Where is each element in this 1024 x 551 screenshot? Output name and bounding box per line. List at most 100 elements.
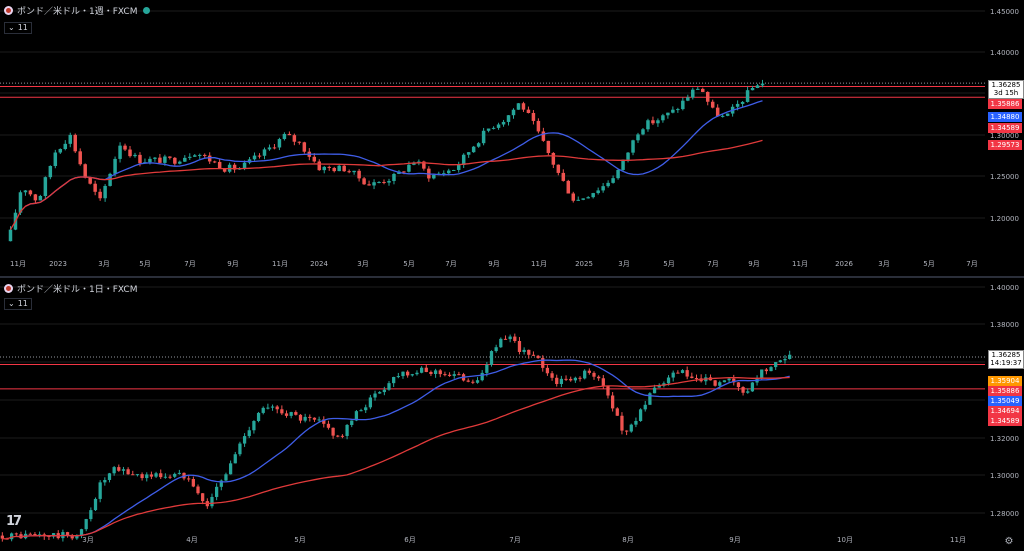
- candle-body: [452, 374, 456, 376]
- candle-body: [222, 168, 227, 172]
- candle-body: [298, 414, 303, 421]
- candle-body: [193, 155, 197, 157]
- x-axis-tick: 3月: [357, 260, 368, 268]
- candle-body: [83, 164, 87, 178]
- candle-body: [78, 151, 82, 165]
- candle-body: [168, 156, 172, 158]
- candle-body: [461, 154, 466, 165]
- candle-body: [778, 360, 782, 363]
- candle-body: [145, 474, 149, 479]
- candle-body: [516, 103, 521, 110]
- candle-body: [107, 473, 112, 480]
- daily-chart-canvas[interactable]: 1.400001.380001.360001.340001.320001.300…: [0, 278, 1024, 551]
- gear-icon[interactable]: ⚙: [1004, 536, 1014, 547]
- candle-body: [282, 133, 287, 140]
- tradingview-logo[interactable]: 17: [6, 514, 22, 529]
- candle-body: [43, 177, 48, 196]
- candle-body: [740, 101, 745, 104]
- x-axis-tick: 2026: [835, 260, 853, 268]
- pane-divider[interactable]: [0, 276, 1024, 278]
- candle-body: [382, 389, 386, 393]
- candle-body: [438, 370, 442, 375]
- candle-body: [401, 371, 405, 377]
- last-price-tag: 1.36285 3d 15h: [988, 80, 1024, 99]
- candle-body: [643, 404, 647, 410]
- indicator-toggle[interactable]: ⌄ 11: [4, 298, 32, 310]
- x-axis-tick: 11月: [531, 260, 547, 268]
- candle-body: [501, 121, 506, 125]
- candle-body: [486, 128, 491, 131]
- candle-body: [212, 161, 217, 163]
- candle-body: [287, 133, 292, 136]
- candle-body: [457, 374, 461, 376]
- x-axis-tick: 11月: [950, 536, 966, 544]
- candle-body: [406, 371, 410, 376]
- candle-body: [433, 370, 438, 375]
- y-axis-tick: 1.30000: [990, 472, 1019, 480]
- candle-body: [696, 88, 700, 90]
- candle-body: [496, 124, 501, 128]
- candle-body: [651, 120, 655, 124]
- candle-body: [503, 338, 508, 340]
- price-level-tag: 1.34589: [988, 123, 1022, 133]
- candle-body: [769, 367, 773, 372]
- candle-body: [58, 149, 63, 153]
- symbol-flag-icon: [4, 284, 13, 293]
- y-axis-tick: 1.38000: [990, 321, 1019, 329]
- x-axis-tick: 2023: [49, 260, 67, 268]
- indicator-toggle[interactable]: ⌄ 11: [4, 22, 32, 34]
- candle-body: [357, 170, 361, 179]
- candle-body: [303, 416, 307, 421]
- price-level-tag: 1.35904: [988, 376, 1022, 386]
- candle-body: [471, 381, 475, 383]
- daily-chart-pane[interactable]: 1.400001.380001.360001.340001.320001.300…: [0, 278, 1024, 551]
- candle-body: [491, 127, 496, 129]
- candle-body: [494, 347, 498, 352]
- candle-body: [103, 185, 107, 199]
- candle-body: [631, 140, 635, 153]
- candle-body: [531, 354, 536, 356]
- candle-body: [98, 191, 102, 199]
- candle-body: [671, 372, 675, 378]
- candle-body: [511, 109, 516, 116]
- candle-body: [33, 533, 37, 536]
- candle-body: [149, 474, 154, 477]
- candle-body: [382, 181, 386, 183]
- candle-body: [308, 416, 312, 418]
- candle-body: [196, 486, 200, 494]
- candle-body: [202, 154, 207, 156]
- candle-body: [499, 338, 503, 348]
- candle-body: [573, 377, 577, 381]
- y-axis-tick: 1.40000: [990, 49, 1019, 57]
- candle-body: [629, 424, 633, 432]
- candle-body: [526, 109, 531, 113]
- candle-body: [466, 380, 470, 382]
- candle-body: [432, 174, 436, 179]
- candle-body: [722, 380, 727, 383]
- candle-body: [783, 358, 787, 361]
- candle-body: [387, 383, 391, 390]
- candle-body: [475, 380, 480, 383]
- candle-body: [275, 406, 279, 410]
- candle-body: [84, 519, 88, 530]
- candle-body: [37, 534, 42, 536]
- indicator-count: 11: [17, 299, 28, 308]
- candle-body: [183, 157, 187, 162]
- x-axis-tick: 10月: [837, 536, 853, 544]
- candle-body: [113, 158, 117, 174]
- candle-body: [238, 443, 242, 455]
- candle-body: [685, 370, 689, 377]
- candle-body: [774, 362, 778, 368]
- candle-body: [424, 367, 428, 372]
- y-axis-tick: 1.30000: [990, 132, 1019, 140]
- weekly-chart-pane[interactable]: 1.450001.400001.350001.300001.250001.200…: [0, 0, 1024, 276]
- candle-body: [624, 430, 629, 432]
- bar-countdown: 14:19:37: [990, 359, 1022, 367]
- candle-body: [666, 112, 670, 116]
- last-price: 1.36285: [991, 351, 1021, 359]
- weekly-chart-canvas[interactable]: 1.450001.400001.350001.300001.250001.200…: [0, 0, 1024, 276]
- candle-body: [718, 382, 722, 386]
- candle-body: [476, 143, 481, 147]
- price-level-tag: 1.35049: [988, 396, 1022, 406]
- moving-average-line: [16, 359, 790, 538]
